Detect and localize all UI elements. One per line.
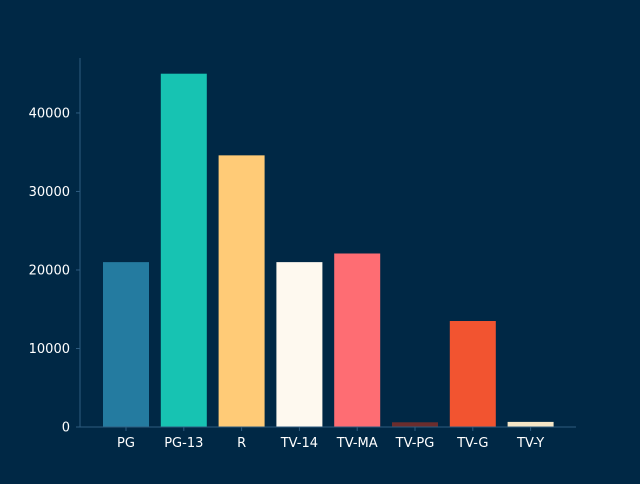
bar-pg [103,262,149,427]
bar-tv-14 [276,262,323,427]
bar-pg-13 [160,73,207,428]
x-tick-label: TV-Y [516,436,544,451]
x-tick-label: PG [117,436,135,451]
bar-tv-y [507,421,554,427]
x-tick-label: PG-13 [164,436,203,451]
y-tick-label: 10000 [29,342,70,357]
y-tick-label: 30000 [29,185,70,200]
ticks-group: PG PG-13 R TV-14 TV-MA TV-PG TV-G TV-Y 0 10000 200… [29,106,545,451]
y-tick-label: 20000 [29,263,70,278]
y-tick-label: 0 [62,421,70,436]
x-tick-label: TV-PG [395,436,435,451]
bar-tv-ma [334,253,381,427]
bar-tv-g [449,321,496,427]
bar-r [218,155,265,427]
x-tick-label: TV-14 [280,436,318,451]
bars-group [103,73,554,428]
y-tick-label: 40000 [29,106,70,121]
bar-tv-pg [392,422,438,427]
x-tick-label: TV-G [456,436,488,451]
x-tick-label: R [237,436,246,451]
axes-group [79,58,576,428]
x-tick-label: TV-MA [336,436,378,451]
